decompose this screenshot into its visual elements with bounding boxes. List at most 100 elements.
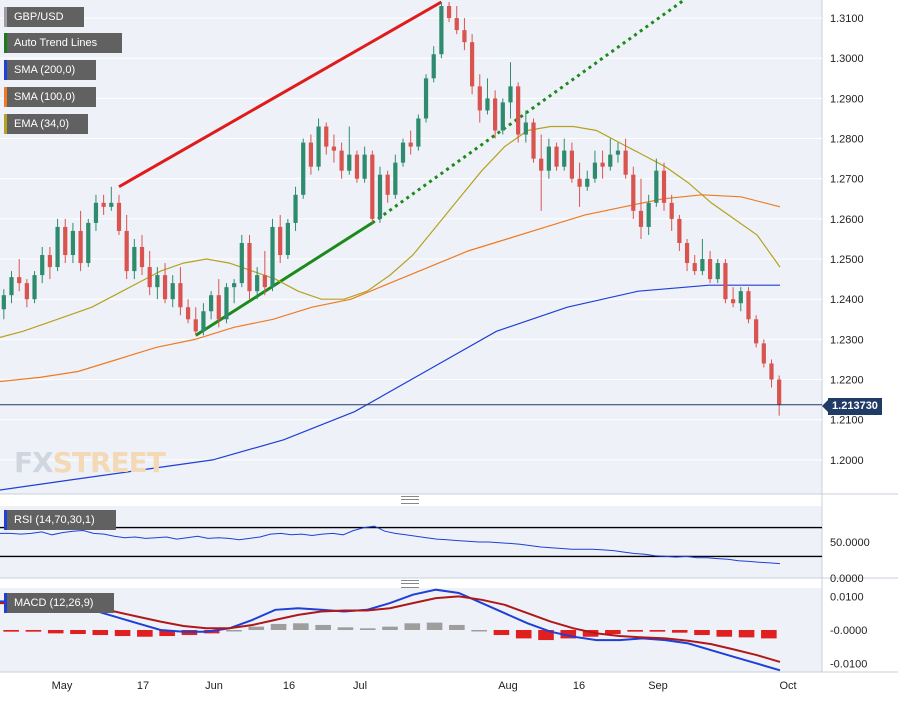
macd-histogram-bar xyxy=(359,628,376,630)
macd-histogram-bar xyxy=(248,626,265,630)
legend-ema-34[interactable]: EMA (34,0) xyxy=(4,114,88,134)
legend-rsi[interactable]: RSI (14,70,30,1) xyxy=(4,510,116,530)
candle-body xyxy=(638,210,644,227)
candle-body xyxy=(661,170,667,203)
legend-sma100-label: SMA (100,0) xyxy=(14,91,76,103)
macd-histogram-bar xyxy=(382,626,398,630)
candle-body xyxy=(170,283,175,300)
legend-ema34-label: EMA (34,0) xyxy=(14,118,70,130)
macd-histogram-bar xyxy=(538,630,554,641)
legend-symbol[interactable]: GBP/USD xyxy=(4,7,84,27)
macd-histogram-bar xyxy=(716,630,733,637)
candle-body xyxy=(63,226,68,256)
legend-swatch-icon xyxy=(4,60,7,80)
candle-body xyxy=(631,174,636,211)
candle-body xyxy=(469,42,475,87)
candle-body xyxy=(431,54,436,79)
candle-body xyxy=(216,295,221,320)
macd-histogram-bar xyxy=(404,623,421,630)
candle-body xyxy=(446,6,452,19)
candle-body xyxy=(1,295,6,310)
macd-histogram-bar xyxy=(471,630,487,632)
candle-body xyxy=(777,379,782,405)
macd-histogram-bar xyxy=(337,627,354,630)
candle-body xyxy=(416,118,421,147)
candle-body xyxy=(262,275,267,288)
legend-sma-100[interactable]: SMA (100,0) xyxy=(4,87,96,107)
rsi-tick-label: 0.0000 xyxy=(830,573,864,585)
macd-histogram-bar xyxy=(761,630,777,639)
candle-body xyxy=(485,98,490,111)
candle-body xyxy=(493,98,498,131)
candle-body xyxy=(316,126,321,167)
price-axis: 1.3100 1.3000 1.2900 1.2800 1.2700 1.2600 1.25… xyxy=(0,13,864,467)
candle-body xyxy=(109,202,114,207)
legend-macd[interactable]: MACD (12,26,9) xyxy=(4,593,114,613)
candle-body xyxy=(677,218,682,243)
legend-swatch-icon xyxy=(4,593,7,613)
candle-body xyxy=(270,226,275,288)
legend-trend-label: Auto Trend Lines xyxy=(14,37,98,49)
rsi-pane[interactable] xyxy=(0,506,822,578)
last-price-badge: 1.213730 xyxy=(822,398,882,415)
candle-body xyxy=(569,150,575,179)
fxstreet-logo: FXSTREET xyxy=(14,446,166,479)
candle-body xyxy=(615,150,621,155)
candle-body xyxy=(24,283,29,300)
macd-histogram-bar xyxy=(226,630,242,632)
macd-histogram-bar xyxy=(738,630,755,638)
candle-body xyxy=(730,299,736,304)
price-tick-label: 1.2800 xyxy=(830,134,864,146)
macd-tick-label: 0.0100 xyxy=(830,591,864,603)
macd-histogram-bar xyxy=(649,630,666,632)
candle-body xyxy=(715,263,720,280)
pane-resize-handle-macd[interactable] xyxy=(401,580,419,588)
macd-series: 0.0100 -0.0000 -0.0100 xyxy=(0,588,867,672)
macd-histogram-bar xyxy=(560,630,577,639)
candle-body xyxy=(147,267,152,288)
candle-body xyxy=(255,275,260,292)
legend-auto-trend-lines[interactable]: Auto Trend Lines xyxy=(4,33,122,53)
macd-histogram-bar xyxy=(137,630,153,637)
candle-body xyxy=(116,202,122,231)
price-tick-label: 1.2400 xyxy=(830,294,864,306)
candle-body xyxy=(423,78,429,119)
price-tick-label: 1.3100 xyxy=(830,13,864,25)
candles xyxy=(1,2,782,416)
price-tick-label: 1.3000 xyxy=(830,53,864,65)
candle-body xyxy=(508,86,513,103)
time-tick-label: Sep xyxy=(648,680,668,692)
price-tick-label: 1.2300 xyxy=(830,334,864,346)
ma-line-sma-100-0- xyxy=(0,194,781,383)
candle-body xyxy=(239,242,244,284)
legend-sma-200[interactable]: SMA (200,0) xyxy=(4,60,96,80)
candle-body xyxy=(208,295,214,312)
candle-body xyxy=(40,255,45,276)
candle-body xyxy=(55,226,60,268)
price-tick-label: 1.2700 xyxy=(830,174,864,186)
candle-body xyxy=(9,277,14,296)
candle-body xyxy=(562,150,567,167)
candle-body xyxy=(201,311,206,332)
price-tick-label: 1.2900 xyxy=(830,93,864,105)
time-tick-label: May xyxy=(52,680,73,692)
candle-body xyxy=(577,178,582,187)
candle-body xyxy=(439,6,444,55)
candle-body xyxy=(139,247,145,268)
candle-body xyxy=(654,170,659,203)
candle-body xyxy=(761,343,766,364)
time-tick-label: Oct xyxy=(779,680,796,692)
legend-swatch-icon xyxy=(4,7,7,27)
macd-histogram-bar xyxy=(582,630,599,637)
macd-histogram-bar xyxy=(293,623,309,630)
candle-body xyxy=(32,275,37,300)
candle-body xyxy=(769,363,774,380)
candle-body xyxy=(723,263,728,300)
candle-body xyxy=(585,178,590,187)
pane-resize-handle-rsi[interactable] xyxy=(401,496,419,504)
candle-body xyxy=(301,142,306,195)
candle-body xyxy=(746,291,751,320)
candle-body xyxy=(78,230,83,264)
time-tick-label: Jun xyxy=(205,680,223,692)
